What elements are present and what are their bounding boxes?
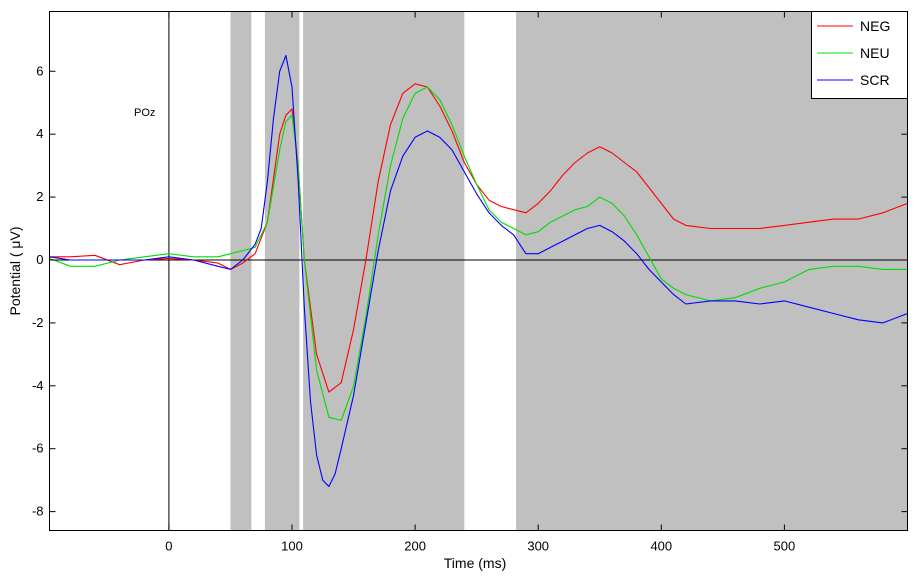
y-tick-label: 0 <box>36 252 43 267</box>
series-line-scr <box>49 54 908 488</box>
series-line-neu <box>49 86 908 421</box>
x-axis-label: Time (ms) <box>444 555 506 571</box>
y-tick-label: -8 <box>32 504 44 519</box>
legend-label-neg: NEG <box>860 18 890 34</box>
x-tick-label: 0 <box>165 539 172 554</box>
shaded-interval-2 <box>303 11 465 531</box>
legend-label-scr: SCR <box>860 72 890 88</box>
y-tick-label: 2 <box>36 189 43 204</box>
shaded-interval-0 <box>230 11 252 531</box>
legend: NEG NEU SCR <box>811 11 908 99</box>
shaded-interval-1 <box>264 11 300 531</box>
x-tick-label: 200 <box>404 539 426 554</box>
x-tick-label: 500 <box>774 539 796 554</box>
channel-annotation: POz <box>134 107 155 119</box>
axis-ticks: 0 100 200 300 400 500 -8 -6 -4 -2 0 2 4 6 <box>32 11 908 554</box>
y-tick-label: -6 <box>32 441 44 456</box>
x-tick-label: 300 <box>527 539 549 554</box>
y-tick-label: 4 <box>36 126 43 141</box>
y-axis-label: Potential ( μV) <box>7 227 23 316</box>
x-tick-label: 400 <box>650 539 672 554</box>
legend-label-neu: NEU <box>860 45 890 61</box>
plot-frame <box>49 11 908 531</box>
y-tick-label: -4 <box>32 378 44 393</box>
y-tick-label: -2 <box>32 315 44 330</box>
series-line-neg <box>49 83 908 393</box>
x-tick-label: 100 <box>281 539 303 554</box>
y-tick-label: 6 <box>36 63 43 78</box>
series-lines <box>49 54 908 488</box>
